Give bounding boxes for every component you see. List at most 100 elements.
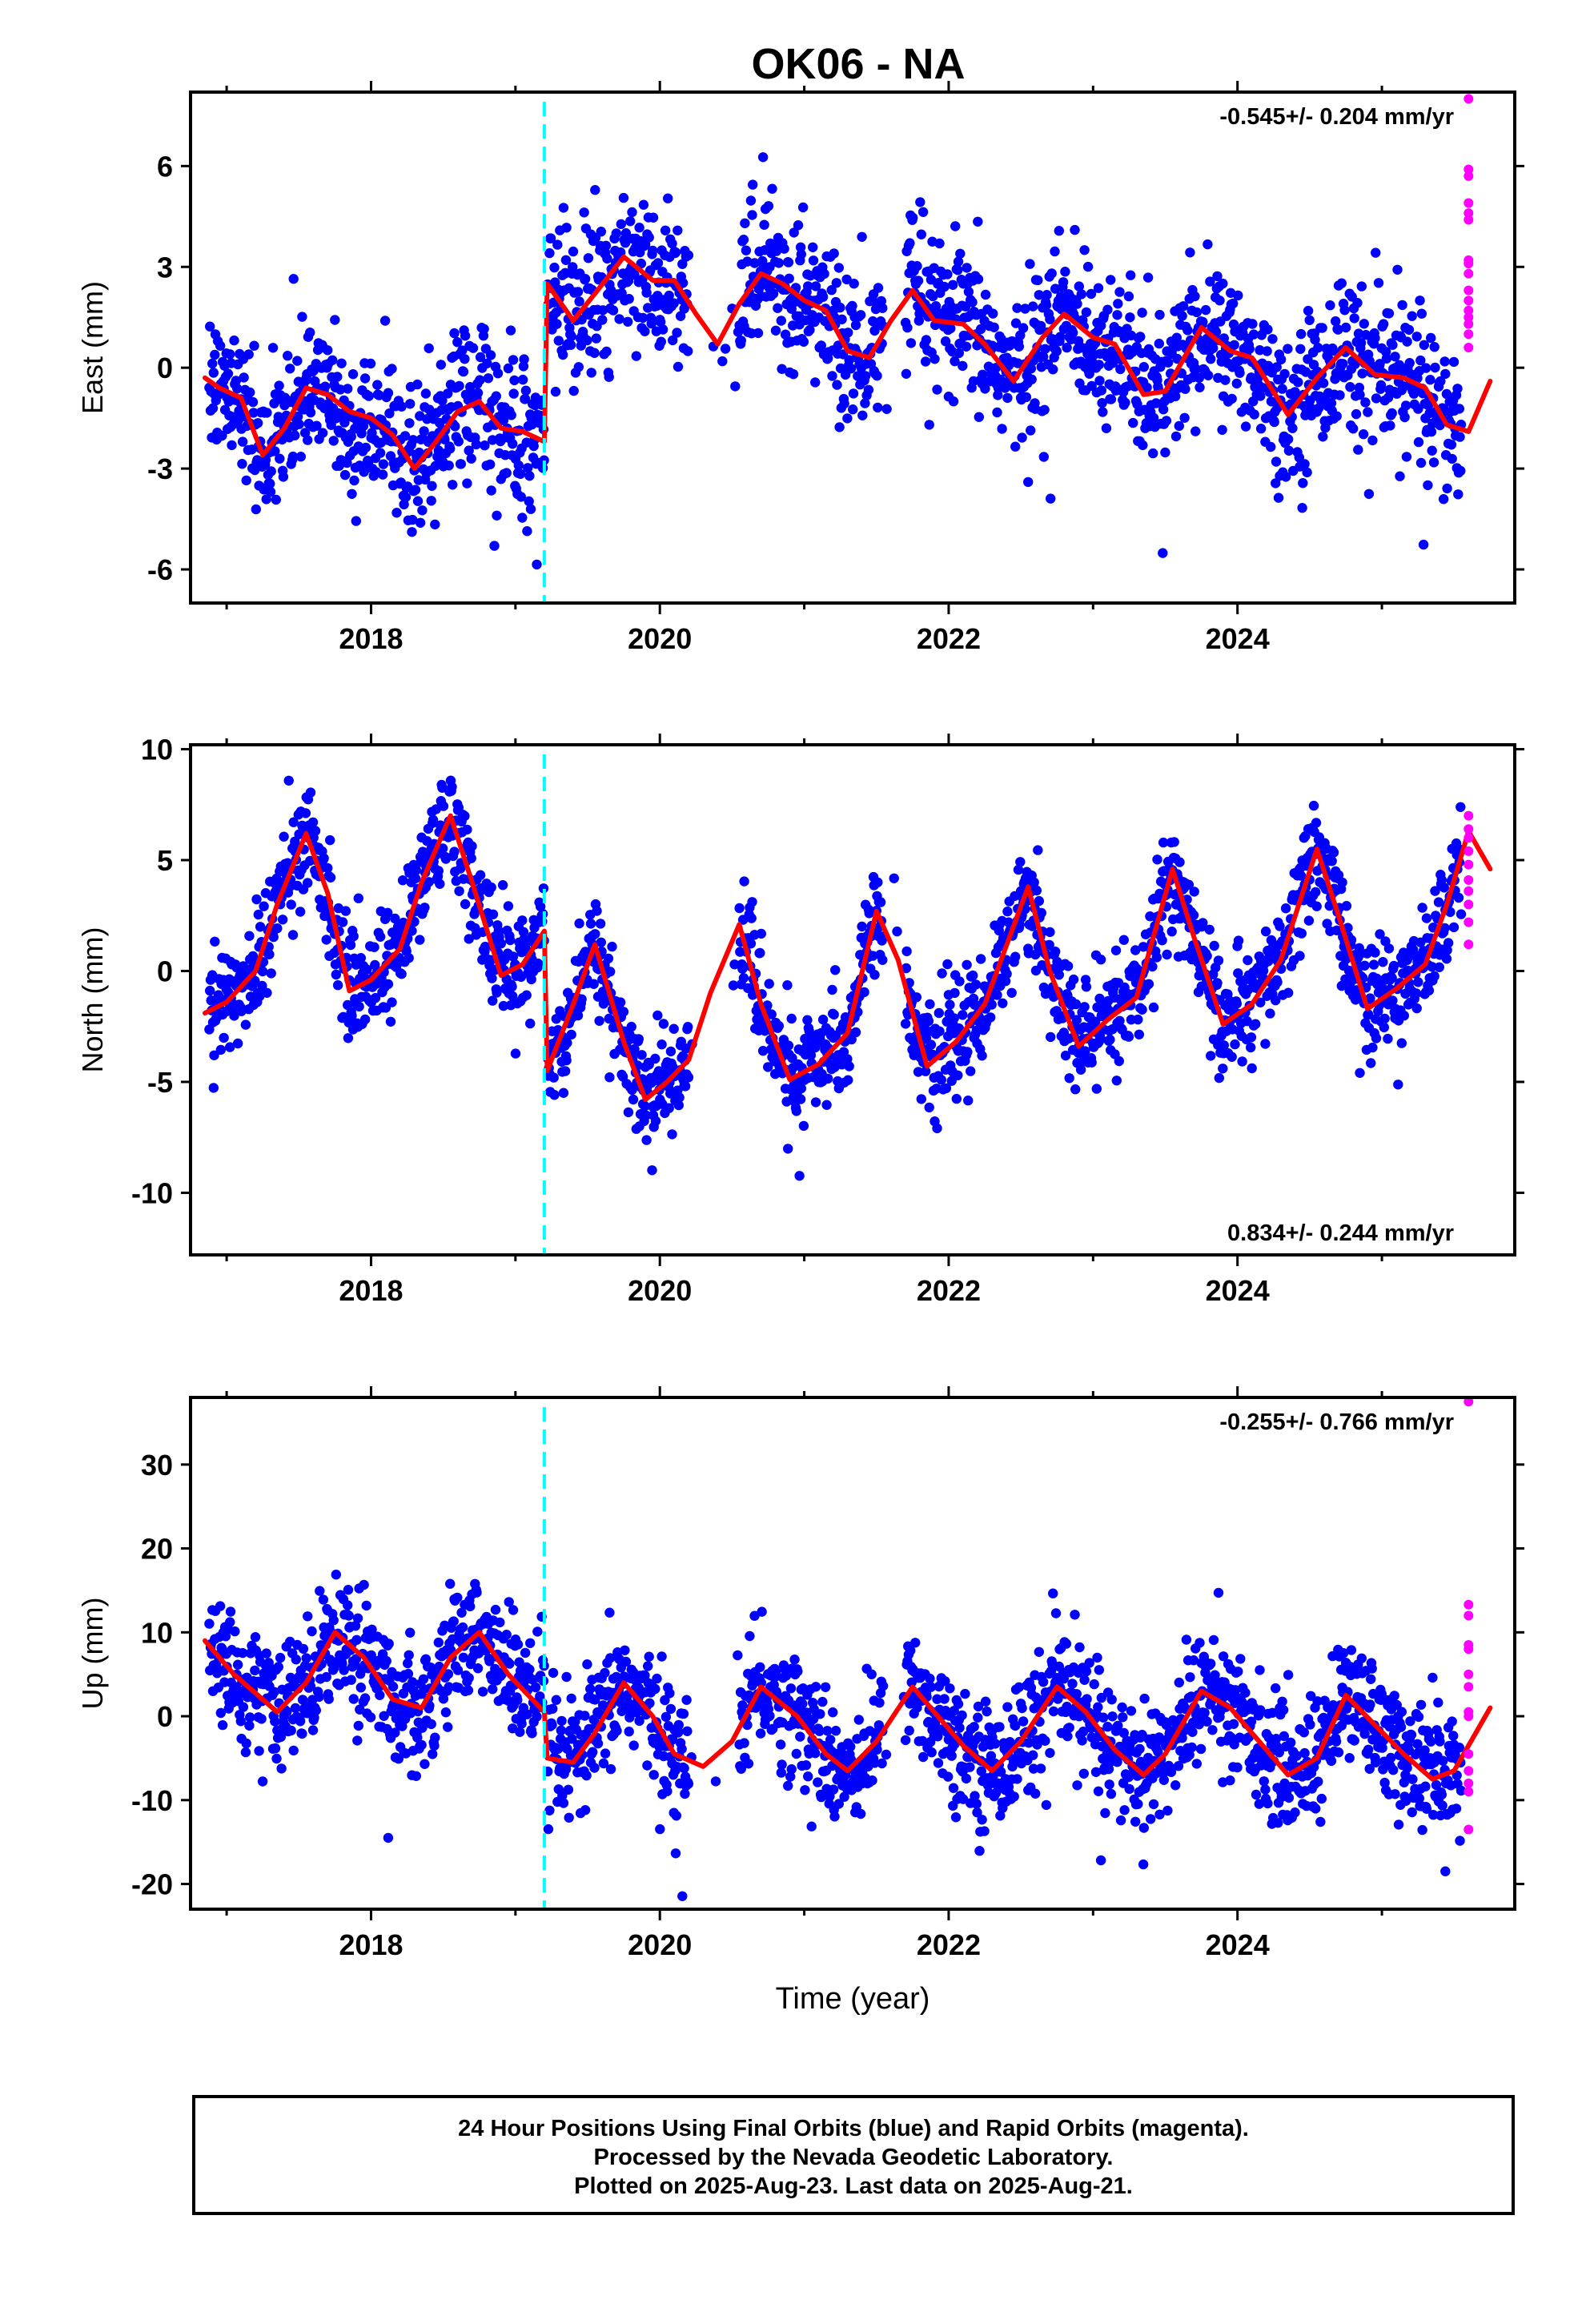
east-point-1118	[953, 256, 964, 267]
north-point-1071	[926, 1039, 937, 1050]
up-point-647	[600, 1667, 610, 1679]
east-point-1617	[1255, 424, 1267, 434]
north-point-189	[319, 853, 329, 864]
east-point-148	[294, 419, 304, 429]
east-point-1874	[1411, 332, 1422, 342]
north-point-257	[359, 1014, 371, 1025]
north-point-1366	[1105, 1035, 1115, 1045]
east-point-1052	[913, 275, 924, 286]
north-point-1481	[1174, 857, 1185, 867]
north-point-468	[488, 909, 499, 920]
east-point-625	[586, 368, 596, 378]
east-point-775	[677, 259, 688, 269]
east-point-758	[667, 238, 677, 249]
east-point-501	[508, 355, 519, 365]
east-point-1310	[1070, 224, 1080, 235]
east-point-317	[396, 401, 407, 412]
east-point-1774	[1351, 408, 1362, 420]
east-point-1892	[1423, 480, 1433, 491]
north-point-1805	[1371, 1033, 1382, 1043]
east-point-1043	[908, 212, 918, 223]
east-point-1337	[1086, 288, 1097, 300]
east-point-211	[332, 372, 343, 382]
east-point-1362	[1101, 423, 1112, 433]
east-point-191	[319, 381, 331, 392]
east-point-205	[328, 436, 339, 446]
east-point-1294	[1060, 267, 1070, 277]
north-point-1069	[925, 999, 935, 1010]
east-point-223	[339, 417, 350, 428]
up-point-243	[351, 1634, 362, 1645]
east-point-101	[265, 487, 276, 497]
east-point-1862	[1404, 358, 1415, 368]
east-point-373	[430, 460, 441, 471]
east-point-1274	[1048, 364, 1058, 375]
up-point-160	[301, 1653, 311, 1663]
north-point-1786	[1359, 960, 1370, 971]
north-point-1419	[1137, 1004, 1147, 1015]
up-point-775	[677, 1891, 688, 1901]
east-point-1747	[1335, 390, 1345, 400]
up-point-296	[383, 1638, 394, 1649]
north-point-1682	[1296, 928, 1307, 939]
north-point-1084	[934, 1007, 945, 1019]
east-point-1455	[1158, 548, 1168, 558]
east-point-1119	[954, 348, 965, 359]
east-point-1215	[1012, 303, 1022, 313]
north-point-1552	[1218, 1063, 1228, 1074]
east-point-1902	[1428, 457, 1439, 468]
east-point-1815	[1375, 380, 1387, 391]
east-point-1577	[1231, 378, 1243, 389]
north-point-1874	[1413, 977, 1423, 987]
north-point-24	[219, 1032, 229, 1043]
north-point-422	[460, 899, 471, 910]
north-point-138	[287, 930, 299, 940]
east-point-1286	[1055, 332, 1066, 342]
north-rapid-point-4	[1464, 859, 1474, 870]
north-point-1575	[1231, 999, 1243, 1009]
east-point-1015	[869, 325, 880, 336]
east-point-898	[798, 336, 809, 347]
north-point-1944	[1456, 802, 1466, 812]
north-rapid-point-9	[1464, 939, 1474, 950]
up-point-541	[532, 1626, 543, 1637]
north-point-1818	[1379, 1022, 1390, 1033]
north-point-686	[623, 1107, 634, 1118]
east-point-500	[508, 439, 518, 449]
east-point-1885	[1418, 539, 1429, 550]
north-point-785	[683, 1072, 694, 1083]
east-point-344	[412, 496, 424, 506]
north-point-542	[532, 958, 544, 969]
up-point-529	[525, 1638, 536, 1648]
east-point-1228	[1020, 304, 1030, 314]
up-point-788	[733, 1650, 743, 1661]
up-point-885	[793, 1666, 803, 1677]
north-point-1299	[1064, 1073, 1074, 1084]
north-point-112	[272, 923, 283, 934]
up-point-946	[829, 1811, 840, 1822]
east-point-234	[346, 432, 356, 442]
east-point-177	[311, 420, 322, 431]
east-point-1349	[1093, 283, 1104, 293]
east-point-116	[275, 453, 285, 464]
north-point-1351	[1095, 955, 1106, 965]
east-point-1776	[1352, 298, 1363, 308]
north-point-579	[558, 1088, 569, 1098]
east-point-735	[652, 258, 664, 268]
east-point-1842	[1392, 264, 1403, 275]
north-ytick-label-3: 5	[157, 844, 173, 877]
east-point-784	[683, 346, 693, 356]
north-point-634	[592, 906, 602, 916]
east-point-917	[810, 377, 821, 388]
up-point-119	[276, 1763, 287, 1774]
east-point-1786	[1358, 429, 1369, 440]
east-point-1151	[973, 274, 984, 284]
up-point-926	[817, 1696, 828, 1707]
north-ytick-label-4: 10	[141, 734, 173, 766]
east-point-1491	[1179, 412, 1190, 423]
east-point-739	[655, 316, 666, 328]
east-point-1633	[1266, 441, 1276, 452]
east-point-894	[796, 249, 806, 259]
east-point-1529	[1203, 239, 1213, 250]
east-point-419	[458, 366, 469, 377]
